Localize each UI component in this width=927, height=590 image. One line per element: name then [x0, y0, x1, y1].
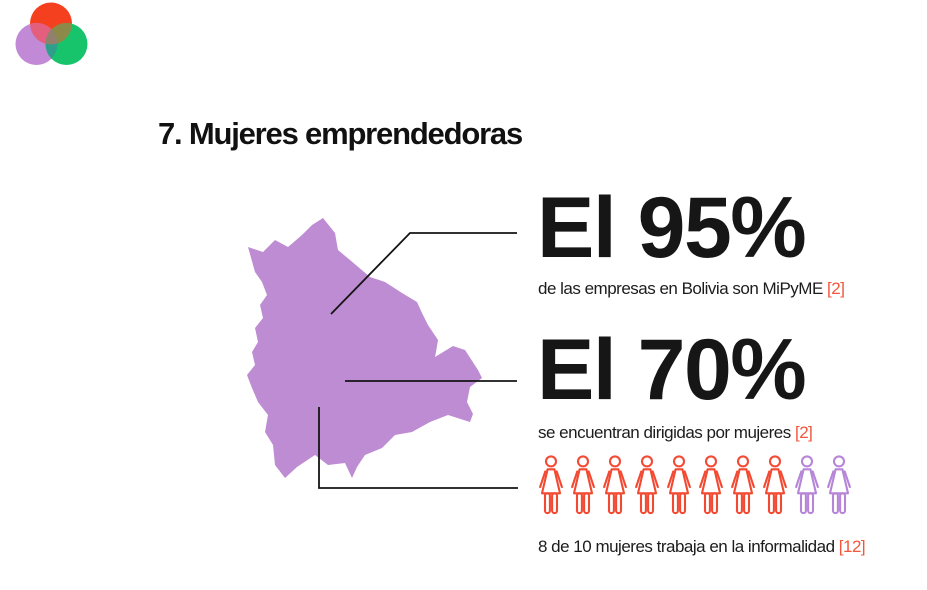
- stat-caption-informality: 8 de 10 mujeres trabaja en la informalid…: [538, 537, 866, 557]
- stat-caption-70-text: se encuentran dirigidas por mujeres: [538, 423, 791, 442]
- brand-logo: [15, 2, 88, 65]
- bolivia-map-figure: [247, 218, 518, 489]
- pictogram-women-row: [537, 455, 853, 515]
- citation-ref-2a: [2]: [827, 279, 845, 298]
- stat-value-70: El 70%: [537, 322, 807, 418]
- woman-icon: [827, 455, 851, 515]
- stat-value-95: El 95%: [537, 180, 807, 276]
- stat-caption-95-text: de las empresas en Bolivia son MiPyME: [538, 279, 823, 298]
- stat-caption-95: de las empresas en Bolivia son MiPyME [2…: [538, 279, 845, 299]
- woman-icon: [603, 455, 627, 515]
- woman-icon: [795, 455, 819, 515]
- woman-icon: [731, 455, 755, 515]
- stat-caption-70: se encuentran dirigidas por mujeres [2]: [538, 423, 813, 443]
- page-title: 7. Mujeres emprendedoras: [158, 116, 523, 151]
- stat-caption-informality-text: 8 de 10 mujeres trabaja en la informalid…: [538, 537, 835, 556]
- bolivia-map-shape: [247, 218, 482, 478]
- woman-icon: [635, 455, 659, 515]
- woman-icon: [699, 455, 723, 515]
- citation-ref-12: [12]: [838, 537, 866, 556]
- callout-line-95: [330, 232, 517, 315]
- woman-icon: [571, 455, 595, 515]
- woman-icon: [763, 455, 787, 515]
- woman-icon: [667, 455, 691, 515]
- woman-icon: [539, 455, 563, 515]
- callout-line-informality: [318, 407, 518, 489]
- citation-ref-2b: [2]: [795, 423, 813, 442]
